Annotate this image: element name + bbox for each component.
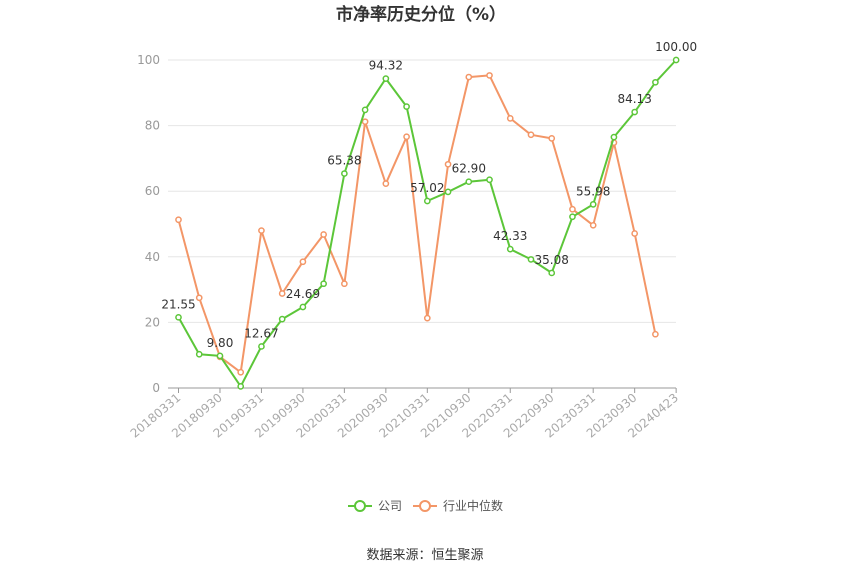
- data-point: [195, 294, 203, 302]
- data-point: [278, 290, 286, 297]
- data-point: [465, 178, 473, 186]
- data-labels: 21.55 9.80 12.67 24.69 65.38 94.32 57.02 62.90 4…: [161, 40, 697, 350]
- data-label: 21.55: [161, 297, 195, 311]
- data-point: [631, 108, 639, 116]
- data-point: [444, 188, 452, 196]
- data-point: [299, 303, 307, 311]
- series-line: [177, 74, 657, 374]
- data-label: 42.33: [493, 229, 527, 243]
- data-point: [569, 205, 576, 213]
- x-axis: 2018033120180930201903312019093020200331…: [128, 387, 681, 441]
- data-point: [486, 176, 493, 184]
- grid-lines: [168, 59, 676, 323]
- data-point: [382, 75, 390, 82]
- legend-item-company[interactable]: 公司: [348, 499, 402, 513]
- data-point: [527, 131, 535, 139]
- data-point: [423, 314, 431, 322]
- y-tick-label: 100: [137, 53, 160, 67]
- data-label: 9.80: [207, 336, 234, 350]
- data-point: [527, 256, 535, 263]
- y-tick-label: 80: [145, 119, 160, 133]
- data-point: [548, 135, 556, 142]
- data-point: [320, 231, 327, 238]
- data-point: [589, 221, 597, 229]
- data-point: [382, 180, 390, 188]
- source-note: 数据来源：恒生聚源: [366, 548, 483, 563]
- data-point: [237, 368, 245, 376]
- data-point: [216, 352, 224, 360]
- legend-industry-marker: [419, 500, 431, 512]
- series-company: [175, 56, 680, 390]
- data-point: [278, 315, 286, 323]
- data-point: [589, 201, 597, 208]
- data-label: 100.00: [655, 40, 697, 54]
- data-point: [569, 213, 576, 221]
- data-point: [361, 118, 369, 126]
- data-point: [423, 197, 431, 205]
- data-point: [672, 56, 680, 64]
- data-point: [506, 245, 514, 253]
- legend-item-industry-median[interactable]: 行业中位数: [413, 498, 503, 513]
- chart-title: 市净率历史分位（%）: [336, 4, 506, 25]
- data-point: [631, 230, 639, 237]
- y-axis: 0 20 40 60 80 100: [137, 53, 160, 395]
- data-point: [320, 280, 327, 288]
- series-layer: [175, 56, 680, 390]
- data-point: [361, 106, 369, 114]
- data-point: [610, 133, 618, 141]
- data-point: [444, 160, 452, 168]
- data-point: [548, 269, 556, 277]
- data-point: [486, 72, 493, 79]
- legend-industry-label: 行业中位数: [443, 498, 503, 513]
- data-point: [175, 216, 182, 224]
- data-point: [237, 383, 245, 390]
- data-point: [652, 330, 659, 338]
- legend-company-label: 公司: [378, 499, 402, 513]
- y-tick-label: 20: [145, 315, 160, 329]
- data-point: [175, 313, 182, 321]
- legend[interactable]: 公司 行业中位数: [348, 498, 503, 513]
- data-point: [195, 350, 203, 358]
- data-point: [506, 115, 514, 122]
- data-point: [341, 280, 348, 288]
- y-tick-label: 40: [145, 250, 160, 264]
- data-label: 57.02: [410, 181, 444, 195]
- data-point: [652, 78, 659, 86]
- data-label: 24.69: [286, 287, 320, 301]
- data-label: 65.38: [327, 154, 361, 168]
- data-label: 55.98: [576, 184, 610, 198]
- data-label: 94.32: [369, 59, 403, 73]
- data-label: 12.67: [244, 326, 278, 340]
- y-tick-label: 0: [152, 381, 160, 395]
- data-point: [465, 73, 473, 81]
- legend-company-marker: [354, 500, 366, 512]
- data-label: 84.13: [617, 92, 651, 106]
- data-point: [258, 227, 265, 234]
- data-point: [403, 133, 410, 141]
- data-label: 62.90: [452, 162, 486, 176]
- data-label: 35.08: [535, 253, 569, 267]
- y-tick-label: 60: [145, 184, 160, 198]
- data-point: [258, 343, 265, 350]
- data-point: [341, 170, 348, 177]
- data-point: [403, 103, 410, 110]
- data-point: [299, 258, 307, 266]
